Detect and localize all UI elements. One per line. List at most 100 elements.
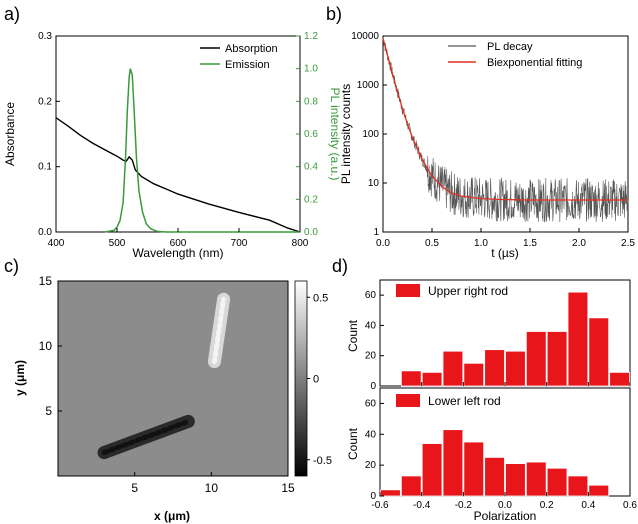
chart-b-xtick-label: 1.0 (474, 238, 488, 249)
histogram-bar (400, 370, 422, 387)
legend-emission: Emission (225, 59, 270, 71)
histogram-bar (442, 429, 464, 497)
chart-c-ylabel: y (μm) (13, 360, 27, 396)
chart-c-colorbar (294, 280, 308, 477)
histogram-bar (546, 467, 568, 497)
chart-d-bottom-ylabel: Count (346, 427, 360, 460)
rod-upper-right-texture (211, 296, 227, 365)
panel-label-d: d) (332, 256, 348, 276)
histogram-bar (609, 371, 630, 387)
chart-c-ytick-label: 5 (45, 404, 52, 418)
chart-b-xtick-label: 2.0 (572, 238, 586, 249)
chart-a: 400 500 600 700 8000.00.10.20.30.00.20.40.60… (3, 31, 342, 260)
legend-absorption: Absorption (225, 43, 278, 55)
chart-a-y2tick-label: 0.8 (304, 96, 318, 107)
chart-d-xtick-label: -0.4 (413, 500, 431, 511)
chart-c-xtick-label: 15 (281, 481, 295, 495)
chart-b-ytick-label: 1 (373, 227, 379, 238)
chart-d-bottom-legend: Lower left rod (396, 394, 501, 408)
chart-b-xtick-label: 0.0 (376, 238, 390, 249)
chart-b-ytick-label: 1000 (357, 80, 380, 91)
chart-a-xtick-label: 400 (48, 238, 65, 249)
chart-a-y2tick-label: 1.0 (304, 64, 318, 75)
histogram-bar (421, 371, 443, 387)
histogram-bar (567, 291, 589, 387)
chart-a-ytick-label: 0.0 (38, 227, 52, 238)
histogram-bar (588, 317, 610, 387)
chart-a-y2tick-label: 0.6 (304, 129, 318, 140)
colorbar-tick-label: -0.5 (313, 455, 332, 467)
histogram-bar (505, 463, 526, 497)
colorbar-tick-label: 0 (313, 374, 319, 386)
chart-b-xlabel: t (µs) (491, 246, 519, 260)
chart-a-xtick-label: 700 (231, 238, 248, 249)
chart-d-xtick-label: 0.4 (581, 500, 595, 511)
legend-upper-right-rod: Upper right rod (428, 284, 508, 298)
chart-a-legend: Absorption Emission (200, 43, 278, 71)
histogram-bar (588, 484, 610, 497)
chart-b-ytick-label: 10000 (351, 31, 379, 42)
chart-a-ytick-label: 0.1 (38, 162, 52, 173)
chart-a-y2label: PL intensity (a.u.) (328, 88, 342, 181)
chart-a-y2tick-label: 0.2 (304, 194, 318, 205)
histogram-bar (463, 362, 485, 387)
histogram-bar (525, 461, 547, 497)
chart-b: 0.0 0.5 1.0 1.5 2.0 2.5 1 10 100 1000 10000 t (µs)… (339, 31, 635, 260)
chart-b-xtick-label: 0.5 (425, 238, 439, 249)
chart-b-fit-line (382, 38, 628, 201)
chart-d-ytick-label: 0 (370, 381, 376, 392)
chart-d-ytick-label: 20 (365, 351, 377, 362)
chart-c-ytick-label: 15 (39, 274, 53, 288)
chart-a-xtick-label: 600 (170, 238, 187, 249)
chart-b-ylabel: PL intensity counts (339, 84, 353, 184)
chart-d-xtick-label: -0.6 (371, 500, 389, 511)
panel-label-a: a) (4, 4, 20, 24)
rod-lower-left-texture (101, 418, 191, 456)
chart-b-ytick-label: 10 (368, 178, 380, 189)
legend-pl-decay: PL decay (487, 41, 533, 53)
histogram-bar (484, 349, 505, 387)
chart-b-legend: PL decay Biexponential fitting (448, 41, 582, 69)
chart-d-xtick-label: 0.2 (540, 500, 554, 511)
chart-a-ylabel: Absorbance (3, 102, 17, 166)
chart-c-ytick-label: 10 (39, 339, 53, 353)
chart-d-top-legend: Upper right rod (396, 284, 508, 298)
chart-d-ytick-label: 40 (365, 320, 377, 331)
chart-d-xtick-label: 0.0 (498, 500, 512, 511)
chart-b-decay-line (382, 38, 629, 223)
chart-a-xtick-label: 800 (292, 238, 309, 249)
chart-b-ytick-label: 100 (362, 129, 379, 140)
chart-d-ytick-label: 20 (365, 460, 377, 471)
histogram-bar (421, 443, 443, 497)
legend-lower-left-rod: Lower left rod (428, 394, 501, 408)
chart-c: 5 10 15 5 10 15 0.5 0 -0.5 x (μm) y (μm) (13, 274, 332, 523)
chart-a-ytick-label: 0.2 (38, 96, 52, 107)
chart-a-absorption-line (55, 117, 301, 233)
histogram-bar (463, 441, 485, 497)
histogram-bar (484, 457, 505, 497)
chart-a-y2tick-label: 0.0 (304, 227, 318, 238)
histogram-bar (505, 350, 526, 387)
chart-d-ytick-label: 60 (365, 398, 377, 409)
histogram-bar (546, 331, 568, 387)
histogram-bar (525, 331, 547, 387)
chart-d-ytick-label: 60 (365, 290, 377, 301)
chart-a-y2tick-label: 0.4 (304, 162, 318, 173)
histogram-bar (380, 489, 401, 497)
chart-d-ytick-label: 40 (365, 429, 377, 440)
chart-a-emission-line (104, 68, 300, 233)
colorbar-tick-label: 0.5 (313, 292, 328, 304)
chart-c-image (57, 280, 289, 477)
chart-d-xtick-label: 0.6 (623, 500, 637, 511)
panel-label-c: c) (4, 256, 19, 276)
histogram-bar (442, 350, 464, 387)
chart-d-xtick-label: -0.2 (455, 500, 473, 511)
panel-label-b: b) (326, 4, 342, 24)
chart-a-ytick-label: 0.3 (38, 31, 52, 42)
histogram-bar (567, 475, 589, 497)
chart-b-xtick-label: 1.5 (523, 238, 537, 249)
chart-c-xtick-label: 5 (131, 481, 138, 495)
chart-a-y2tick-label: 1.2 (304, 31, 318, 42)
